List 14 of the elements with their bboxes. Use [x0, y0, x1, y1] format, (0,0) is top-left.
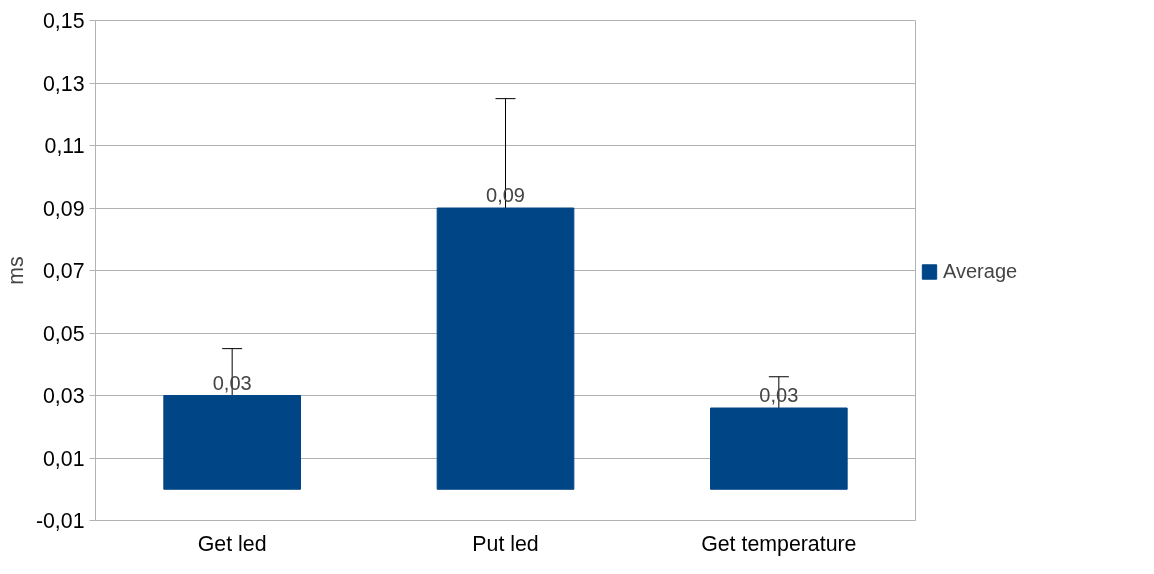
y-tick-label: 0,13: [42, 71, 85, 96]
y-tick-label: 0,03: [42, 384, 85, 408]
y-axis-title: ms: [3, 256, 28, 285]
legend-label: Average: [943, 259, 1018, 283]
y-tick-label: 0,11: [44, 134, 85, 158]
y-tick-label: -0,01: [35, 509, 85, 533]
y-tick-label: 0,15: [42, 9, 85, 33]
y-tick-label: 0,05: [42, 321, 85, 346]
y-tick-label: 0,09: [42, 196, 85, 221]
y-tick-label: 0,07: [42, 259, 85, 283]
y-tick-label: 0,01: [42, 446, 85, 471]
x-tick-label: Get led: [197, 531, 267, 556]
x-tick-label: Put led: [472, 531, 539, 556]
x-tick-label: Get temperature: [701, 531, 857, 556]
